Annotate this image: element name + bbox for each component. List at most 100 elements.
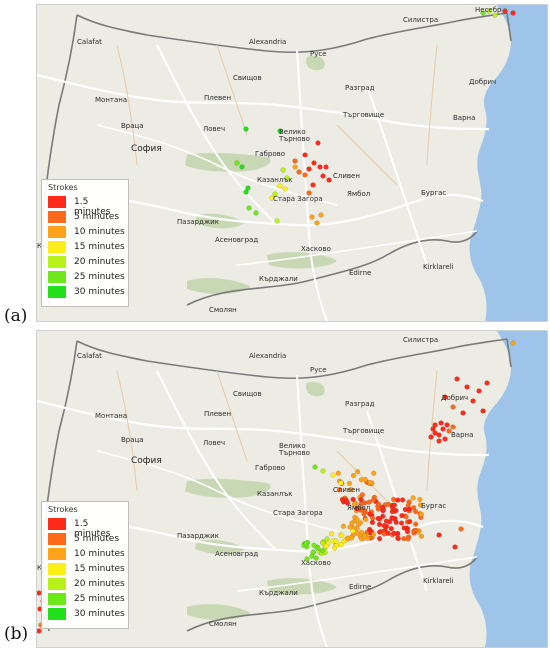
strike-dot (282, 186, 288, 192)
strike-dot (438, 420, 444, 426)
strike-dot (243, 126, 249, 132)
place-label: Асеновград (215, 550, 259, 558)
legend-swatch (48, 271, 66, 283)
strike-dot (336, 487, 343, 493)
legend-label: 1.5 minutes (74, 197, 111, 217)
legend-item: 15 minutes (46, 563, 126, 576)
legend-swatch (48, 241, 66, 253)
strike-dot (274, 218, 280, 224)
strike-dot (304, 556, 310, 562)
strike-dot (314, 220, 320, 226)
place-label: Смолян (209, 620, 237, 628)
place-label: Монтана (95, 412, 128, 420)
place-label: Сливен (333, 172, 360, 180)
strike-dot (310, 182, 316, 188)
place-label: Разград (345, 84, 375, 92)
lightning-map-b[interactable]: Calafat Alexandria Силистра Русе Свищов … (36, 330, 548, 648)
strike-dot (390, 515, 397, 522)
strike-dot (371, 470, 377, 476)
strike-dot (280, 167, 286, 173)
strike-dot (323, 164, 329, 170)
strike-dot (315, 140, 321, 146)
strike-dot (399, 520, 405, 526)
strike-dot (311, 160, 317, 166)
legend-swatch (48, 563, 66, 575)
strike-dot (345, 500, 351, 506)
legend-swatch (48, 226, 66, 238)
strike-dot (309, 214, 315, 220)
legend-item: 20 minutes (46, 256, 126, 269)
place-label: Ямбол (347, 190, 371, 198)
strike-dot (363, 517, 369, 523)
legend-item: 25 minutes (46, 593, 126, 606)
strike-dot (284, 175, 290, 181)
strike-dot (446, 428, 452, 434)
strike-dot (405, 536, 411, 542)
strike-dot (320, 173, 326, 179)
strike-dot (436, 438, 442, 444)
strike-dot (454, 376, 460, 382)
strike-dot (349, 520, 355, 526)
legend-item: 25 minutes (46, 271, 126, 284)
strike-dot (350, 496, 356, 503)
lightning-map-a[interactable]: Calafat Alexandria Силистра Русе Свищов … (36, 4, 548, 322)
place-label: Пазарджик (177, 218, 219, 226)
strike-dot (476, 388, 482, 394)
place-label: Асеновград (215, 236, 259, 244)
strike-dot (367, 511, 373, 517)
basemap-b (37, 331, 547, 647)
strike-dot (383, 518, 390, 524)
legend-swatch (48, 196, 66, 208)
place-label: Edirne (349, 269, 372, 277)
strike-dot (315, 546, 321, 552)
strike-dot (358, 497, 364, 503)
strike-dot (253, 210, 259, 216)
legend-item: 15 minutes (46, 241, 126, 254)
strike-dot (406, 506, 412, 512)
strike-dot (361, 511, 367, 517)
place-label: Казанлък (257, 176, 293, 184)
strike-dot (367, 479, 374, 486)
strike-dot (346, 480, 353, 487)
legend-label: 15 minutes (74, 242, 125, 252)
strike-dot (411, 505, 417, 511)
strike-dot (317, 164, 323, 170)
strike-dot (486, 8, 492, 14)
strike-dot (452, 544, 458, 550)
strike-dot (440, 426, 446, 432)
place-label: Габрово (255, 150, 286, 158)
place-label: Монтана (95, 96, 128, 104)
strike-dot (395, 497, 401, 503)
legend-label: 25 minutes (74, 272, 125, 282)
strike-dot (277, 183, 283, 189)
strike-dot (351, 501, 358, 507)
place-label: Kirklareli (423, 577, 454, 585)
strike-dot (480, 408, 486, 414)
strike-dot (418, 511, 425, 517)
strike-dot (388, 526, 394, 532)
strike-dot (400, 497, 406, 503)
strike-layer-a (234, 8, 516, 226)
place-label: Бургас (421, 502, 447, 510)
strike-dot (345, 536, 351, 542)
strike-dot (292, 158, 298, 164)
place-label: София (131, 144, 162, 154)
strike-dot (369, 519, 376, 526)
legend-swatch (48, 286, 66, 298)
strike-dot (340, 523, 347, 529)
place-label: Враца (121, 122, 144, 130)
legend-item: 10 minutes (46, 548, 126, 561)
strike-dot (376, 501, 382, 507)
place-label: Добрич (441, 394, 469, 402)
strike-layer-b (37, 340, 516, 634)
legend-label: 30 minutes (74, 287, 125, 297)
place-label: Ловеч (203, 439, 226, 447)
strike-dot (442, 436, 448, 442)
strike-dot (311, 542, 317, 548)
place-label: Хасково (301, 559, 331, 567)
strike-dot (401, 525, 407, 531)
place-label: Кърджали (259, 275, 298, 283)
strike-dot (319, 548, 326, 554)
strike-dot (318, 212, 324, 218)
place-label: Варна (451, 431, 474, 439)
